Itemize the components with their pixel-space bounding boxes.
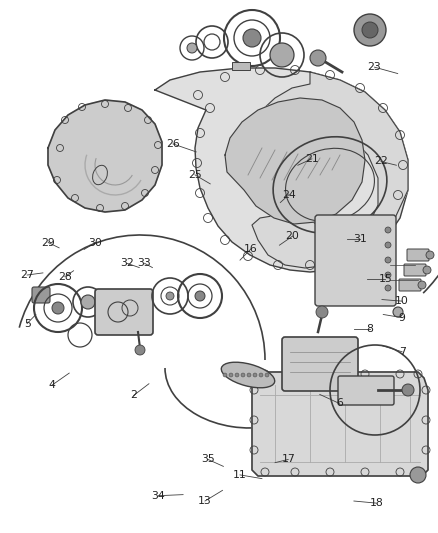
- Circle shape: [247, 373, 251, 377]
- Circle shape: [385, 227, 391, 233]
- Text: 17: 17: [281, 455, 295, 464]
- Text: 15: 15: [378, 274, 392, 284]
- Text: 31: 31: [353, 234, 367, 244]
- Text: 32: 32: [120, 259, 134, 268]
- Text: 27: 27: [20, 270, 34, 280]
- Circle shape: [418, 281, 426, 289]
- Circle shape: [385, 272, 391, 278]
- Circle shape: [265, 373, 269, 377]
- Polygon shape: [250, 72, 408, 268]
- Text: 6: 6: [336, 399, 343, 408]
- Text: 7: 7: [399, 347, 406, 357]
- Text: 34: 34: [152, 491, 166, 500]
- Text: 16: 16: [244, 244, 258, 254]
- Circle shape: [81, 295, 95, 309]
- Text: 9: 9: [399, 313, 406, 322]
- Text: 28: 28: [58, 272, 72, 281]
- Text: 24: 24: [282, 190, 296, 199]
- Text: 5: 5: [24, 319, 31, 328]
- Polygon shape: [155, 68, 408, 272]
- Polygon shape: [48, 100, 162, 212]
- Text: 18: 18: [370, 498, 384, 508]
- Text: 11: 11: [233, 470, 247, 480]
- Polygon shape: [252, 372, 428, 476]
- Circle shape: [241, 373, 245, 377]
- Ellipse shape: [221, 362, 275, 388]
- Circle shape: [270, 43, 294, 67]
- Text: 10: 10: [395, 296, 409, 306]
- Text: 35: 35: [201, 455, 215, 464]
- Circle shape: [310, 363, 330, 383]
- Circle shape: [385, 257, 391, 263]
- Circle shape: [235, 373, 239, 377]
- Polygon shape: [225, 98, 365, 224]
- Text: 8: 8: [367, 325, 374, 334]
- Circle shape: [259, 373, 263, 377]
- Circle shape: [410, 467, 426, 483]
- Circle shape: [385, 285, 391, 291]
- Text: 20: 20: [286, 231, 300, 241]
- Circle shape: [253, 373, 257, 377]
- Circle shape: [426, 251, 434, 259]
- Text: 23: 23: [367, 62, 381, 72]
- Circle shape: [316, 306, 328, 318]
- Circle shape: [402, 384, 414, 396]
- FancyBboxPatch shape: [407, 249, 429, 261]
- Circle shape: [135, 345, 145, 355]
- Circle shape: [52, 302, 64, 314]
- Circle shape: [187, 43, 197, 53]
- Circle shape: [385, 242, 391, 248]
- FancyBboxPatch shape: [404, 264, 426, 276]
- FancyBboxPatch shape: [338, 376, 394, 405]
- Circle shape: [362, 22, 378, 38]
- Circle shape: [195, 291, 205, 301]
- FancyBboxPatch shape: [95, 289, 153, 335]
- FancyBboxPatch shape: [282, 337, 358, 391]
- Text: 26: 26: [166, 139, 180, 149]
- Text: 4: 4: [48, 381, 55, 390]
- Text: 25: 25: [188, 170, 202, 180]
- Text: 33: 33: [138, 259, 152, 268]
- Text: 2: 2: [130, 391, 137, 400]
- Text: 29: 29: [41, 238, 55, 247]
- FancyBboxPatch shape: [399, 279, 421, 291]
- Circle shape: [423, 266, 431, 274]
- FancyBboxPatch shape: [315, 215, 396, 306]
- Circle shape: [354, 14, 386, 46]
- Text: 21: 21: [305, 154, 319, 164]
- FancyBboxPatch shape: [32, 287, 50, 303]
- Circle shape: [229, 373, 233, 377]
- Circle shape: [393, 307, 403, 317]
- Bar: [232, 62, 250, 70]
- Text: 30: 30: [88, 238, 102, 247]
- Circle shape: [166, 292, 174, 300]
- Circle shape: [243, 29, 261, 47]
- Circle shape: [310, 50, 326, 66]
- Text: 22: 22: [374, 157, 388, 166]
- Text: 13: 13: [198, 496, 212, 506]
- Circle shape: [315, 368, 325, 378]
- Circle shape: [223, 373, 227, 377]
